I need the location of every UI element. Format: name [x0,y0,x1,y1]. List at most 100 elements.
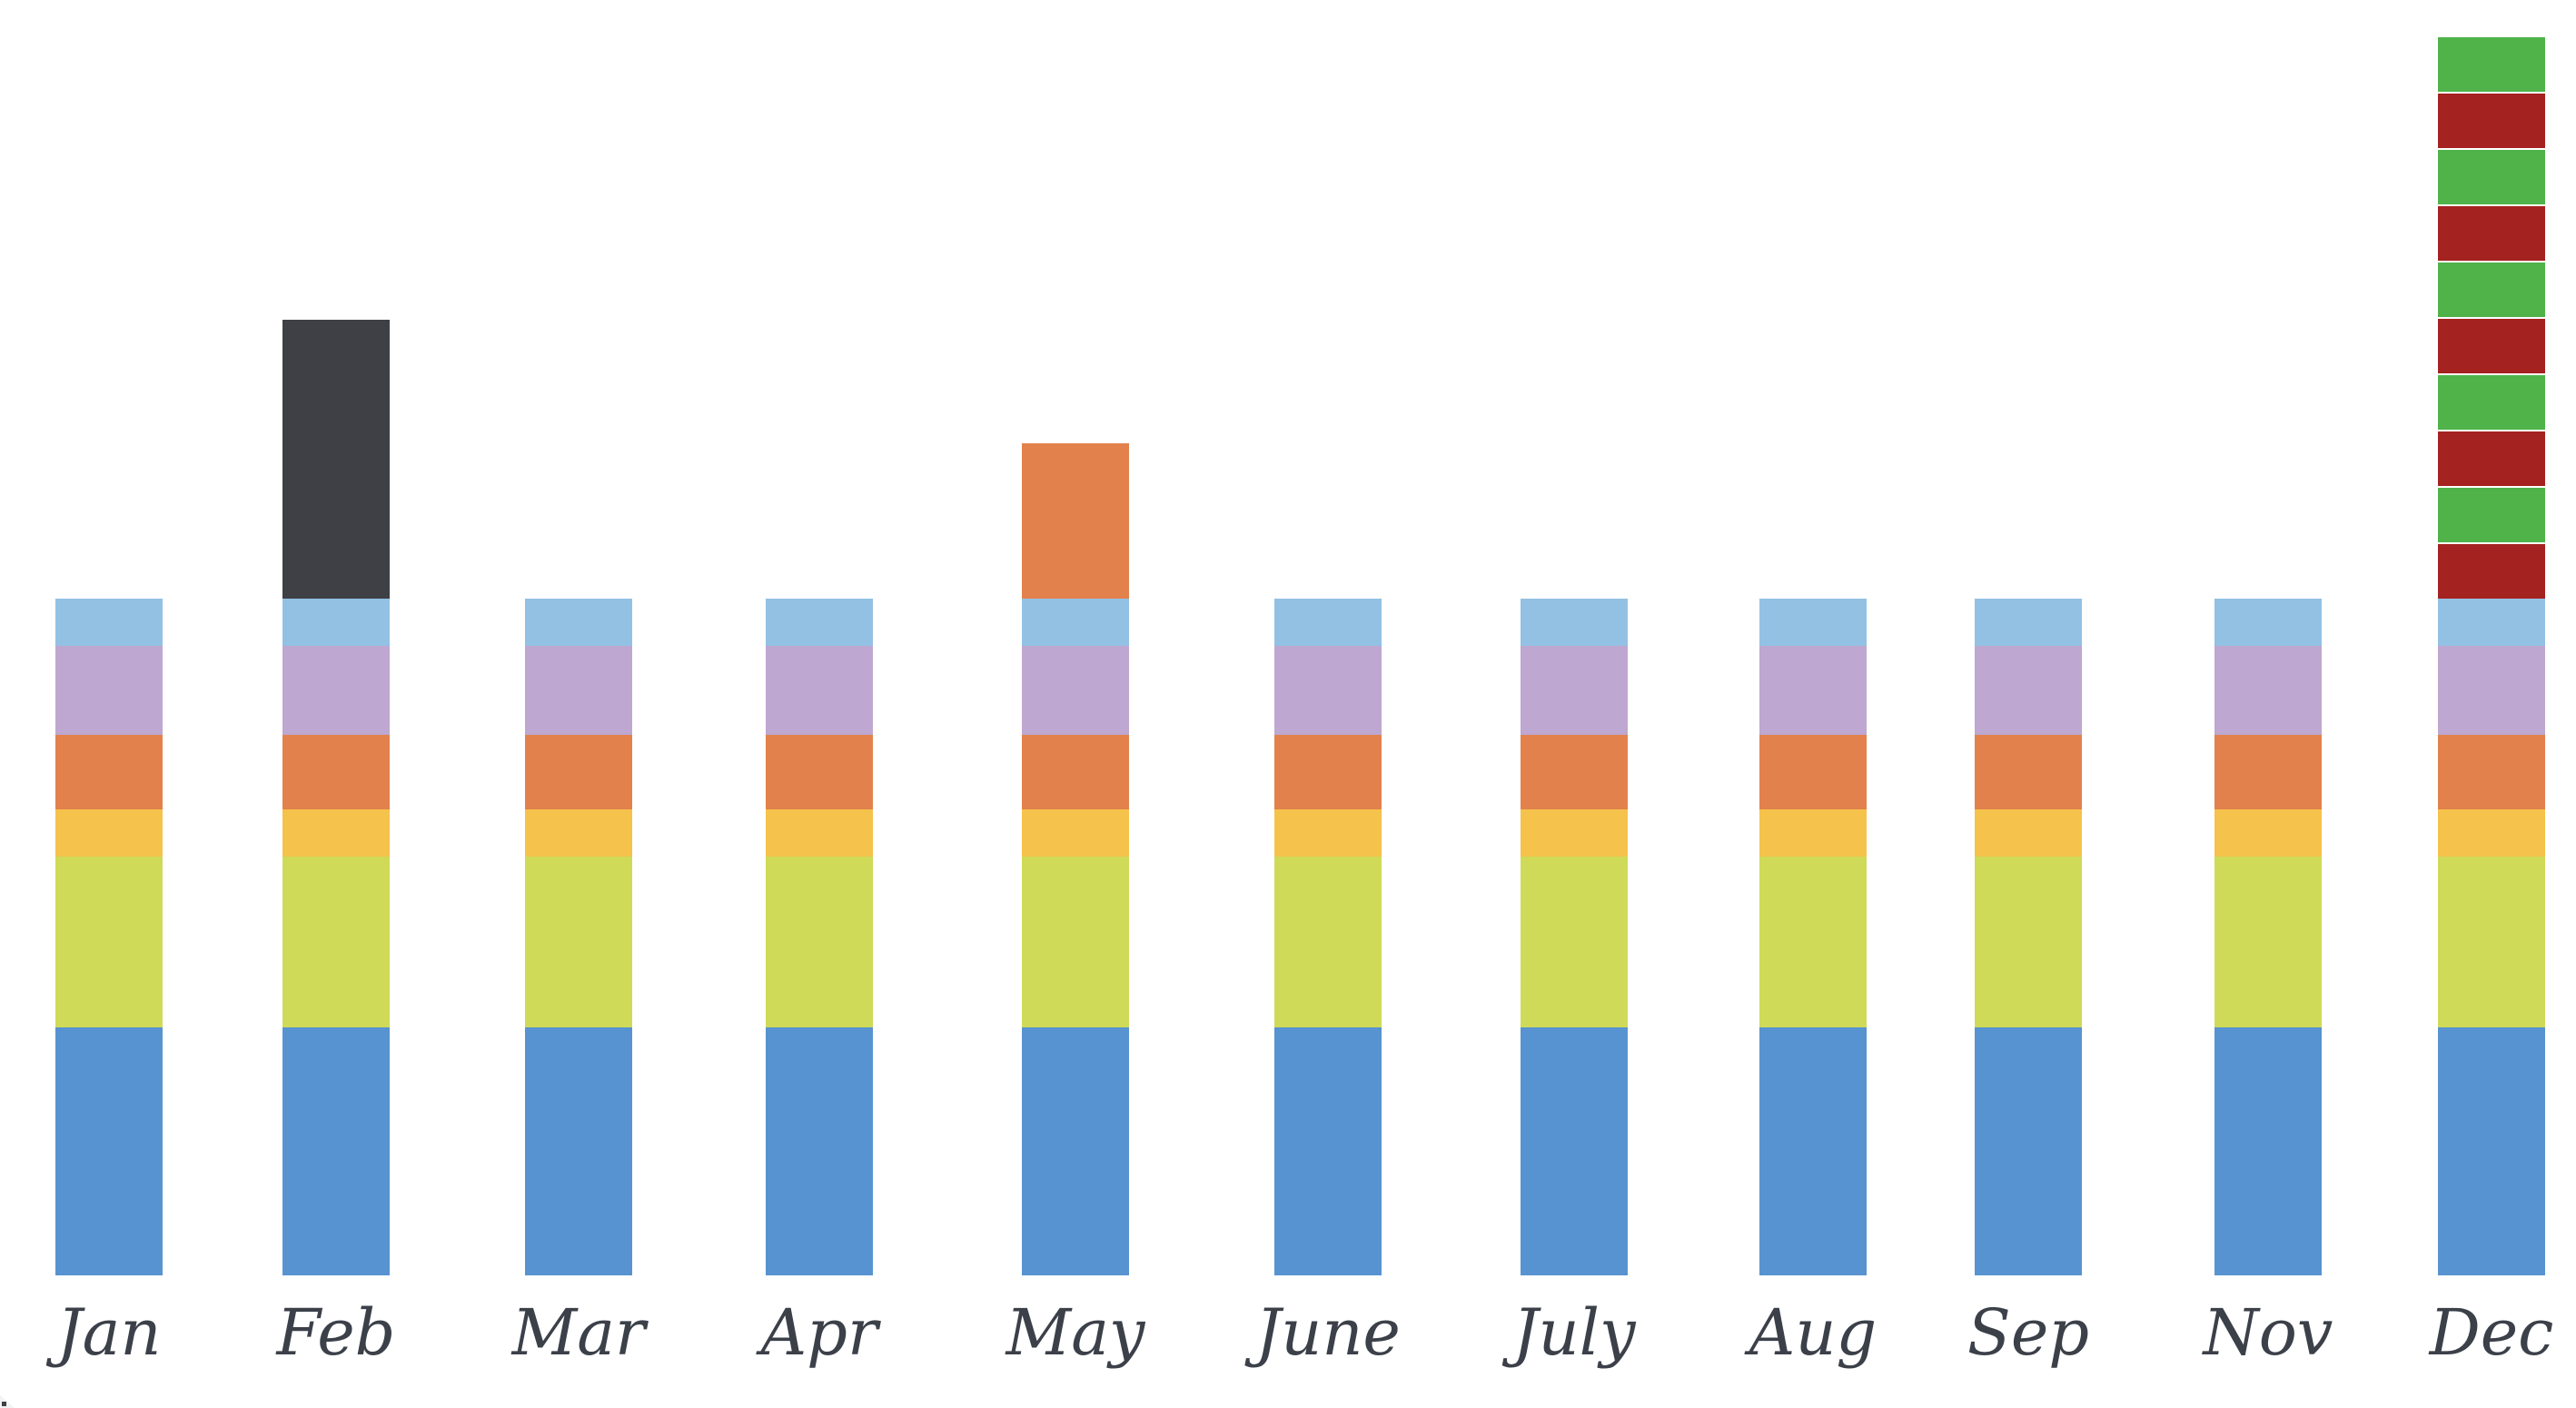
bar-july [1521,0,1628,1275]
bar-june [1274,0,1382,1275]
bar-segment-apr-skyblue [766,599,873,646]
bar-mar [525,0,632,1275]
bar-segment-may-blue [1022,1027,1129,1275]
bar-segment-july-chartreuse [1521,857,1628,1027]
bar-segment-dec-green [2438,150,2545,204]
bar-segment-feb-gold [282,809,390,857]
bar-segment-aug-orange [1759,735,1867,809]
bar-segment-june-blue [1274,1027,1382,1275]
x-axis-label-june: June [1255,1295,1401,1370]
bar-segment-nov-chartreuse [2214,857,2322,1027]
bar-segment-jan-chartreuse [55,857,163,1027]
bar-segment-aug-chartreuse [1759,857,1867,1027]
bar-segment-dec-green [2438,375,2545,430]
bar-segment-apr-blue [766,1027,873,1275]
bar-feb [282,0,390,1275]
bar-segment-feb-dark [282,320,390,599]
bar-segment-nov-skyblue [2214,599,2322,646]
bar-segment-dec-chartreuse [2438,857,2545,1027]
bar-segment-feb-skyblue [282,599,390,646]
bar-segment-may-gold [1022,809,1129,857]
bar-segment-dec-blue [2438,1027,2545,1275]
bar-sep [1975,0,2082,1275]
bar-segment-may-lavender [1022,646,1129,735]
bar-dec [2438,0,2545,1275]
bar-segment-dec-skyblue [2438,599,2545,646]
x-axis-label-may: May [1006,1295,1145,1370]
bar-segment-feb-lavender [282,646,390,735]
bar-segment-mar-orange [525,735,632,809]
bar-segment-nov-gold [2214,809,2322,857]
bar-segment-jan-gold [55,809,163,857]
bar-segment-dec-red [2438,319,2545,373]
bar-segment-apr-chartreuse [766,857,873,1027]
bar-segment-june-skyblue [1274,599,1382,646]
bar-may [1022,0,1129,1275]
bar-segment-dec-green [2438,37,2545,92]
bar-segment-june-lavender [1274,646,1382,735]
bar-segment-sep-blue [1975,1027,2082,1275]
bar-segment-june-chartreuse [1274,857,1382,1027]
bar-segment-dec-green [2438,263,2545,317]
x-axis-label-mar: Mar [511,1295,646,1370]
bar-segment-july-skyblue [1521,599,1628,646]
bar-segment-dec-red [2438,544,2545,599]
corner-artifact-dot [2,1402,6,1406]
bar-segment-apr-orange [766,735,873,809]
bar-segment-mar-lavender [525,646,632,735]
bar-segment-aug-skyblue [1759,599,1867,646]
bar-segment-jan-lavender [55,646,163,735]
bar-segment-dec-lavender [2438,646,2545,735]
bar-segment-nov-orange [2214,735,2322,809]
bar-segment-feb-blue [282,1027,390,1275]
bar-segment-jan-blue [55,1027,163,1275]
bar-aug [1759,0,1867,1275]
bar-segment-dec-green [2438,488,2545,542]
bar-segment-mar-blue [525,1027,632,1275]
x-axis-label-dec: Dec [2429,1295,2554,1370]
bar-segment-apr-lavender [766,646,873,735]
bar-segment-mar-skyblue [525,599,632,646]
bar-segment-nov-blue [2214,1027,2322,1275]
bar-segment-apr-gold [766,809,873,857]
bar-segment-dec-red [2438,431,2545,486]
x-axis-label-apr: Apr [760,1295,878,1370]
bar-segment-may-chartreuse [1022,857,1129,1027]
bar-segment-aug-gold [1759,809,1867,857]
bar-segment-feb-orange [282,735,390,809]
bar-segment-july-orange [1521,735,1628,809]
x-axis-label-sep: Sep [1967,1295,2090,1370]
x-axis-label-feb: Feb [276,1295,396,1370]
bar-segment-dec-orange [2438,735,2545,809]
bar-apr [766,0,873,1275]
bar-segment-july-blue [1521,1027,1628,1275]
bar-segment-dec-gold [2438,809,2545,857]
bar-segment-sep-lavender [1975,646,2082,735]
bar-segment-feb-chartreuse [282,857,390,1027]
bar-segment-may-orange [1022,443,1129,599]
bar-segment-july-lavender [1521,646,1628,735]
bar-segment-june-gold [1274,809,1382,857]
bar-segment-july-gold [1521,809,1628,857]
x-axis-label-july: July [1512,1295,1636,1370]
bar-segment-may-orange [1022,735,1129,809]
bar-segment-aug-lavender [1759,646,1867,735]
bar-segment-sep-orange [1975,735,2082,809]
bar-segment-nov-lavender [2214,646,2322,735]
bar-segment-jan-skyblue [55,599,163,646]
bar-segment-sep-skyblue [1975,599,2082,646]
x-axis-label-aug: Aug [1749,1295,1878,1370]
bar-segment-sep-gold [1975,809,2082,857]
x-axis-label-nov: Nov [2203,1295,2333,1370]
bar-segment-jan-orange [55,735,163,809]
bar-segment-may-skyblue [1022,599,1129,646]
bar-segment-mar-gold [525,809,632,857]
x-axis-label-jan: Jan [56,1295,162,1370]
bar-segment-aug-blue [1759,1027,1867,1275]
bar-jan [55,0,163,1275]
bar-segment-sep-chartreuse [1975,857,2082,1027]
bar-nov [2214,0,2322,1275]
bar-segment-june-orange [1274,735,1382,809]
bar-segment-dec-red [2438,206,2545,261]
